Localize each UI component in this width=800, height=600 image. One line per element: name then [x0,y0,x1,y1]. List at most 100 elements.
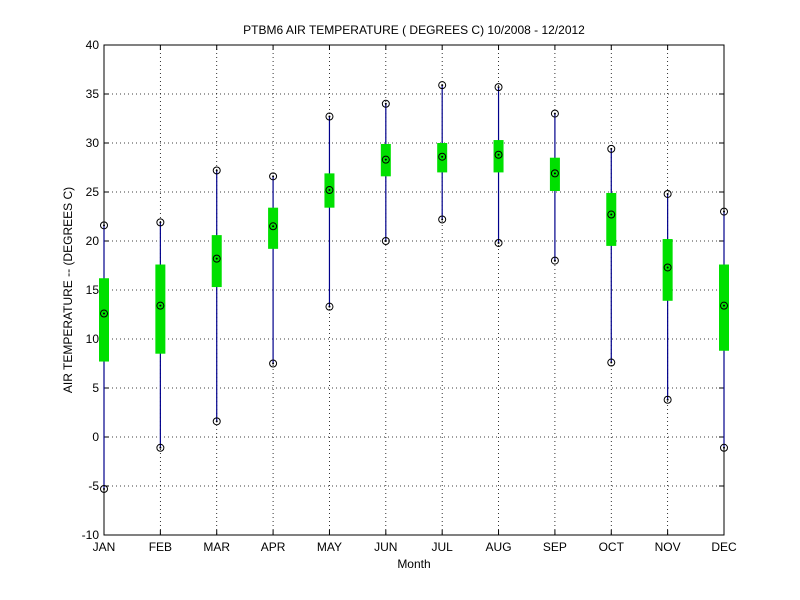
min-marker [100,484,108,493]
x-tick-label: SEP [543,540,567,554]
max-marker [720,207,728,216]
median-marker [325,186,334,195]
x-tick-label: JUL [432,540,454,554]
box-apr [268,172,279,368]
y-tick-label: 15 [86,283,100,297]
x-tick-label: AUG [486,540,512,554]
box-iqr [719,264,729,351]
max-marker [156,218,165,227]
box-aug [493,83,504,247]
max-marker [100,221,108,230]
median-marker-dot [497,153,500,156]
median-marker [663,263,672,272]
min-marker [550,256,559,265]
y-axis-tick-labels: -10 -5 0 5 10 15 20 25 30 35 40 [82,38,100,542]
median-marker [156,301,165,310]
max-marker [381,99,390,108]
median-marker-dot [384,158,387,161]
min-marker [156,443,165,452]
max-marker [663,189,672,198]
max-marker [212,166,221,175]
box-jan [99,221,109,493]
box-jul [437,81,448,224]
x-tick-label: FEB [149,540,172,554]
max-marker-dot [384,102,387,105]
box-feb [155,218,166,452]
median-marker-dot [272,225,275,228]
min-marker [438,215,447,224]
median-marker-dot [666,266,669,269]
median-marker-dot [723,304,725,307]
box-oct [606,144,617,367]
x-tick-label: MAY [317,540,342,554]
chart-title: PTBM6 AIR TEMPERATURE ( DEGREES C) 10/20… [243,23,585,37]
median-marker-dot [441,155,444,158]
min-marker-dot [328,305,331,308]
max-marker [438,81,447,90]
max-marker-dot [103,224,105,227]
box-iqr [99,278,109,362]
y-tick-label: -10 [82,528,100,542]
median-marker [269,222,278,231]
min-marker-dot [723,446,725,449]
max-marker-dot [723,210,725,213]
y-tick-label: 35 [86,87,100,101]
min-marker [494,238,503,247]
max-marker [607,144,616,153]
min-marker-dot [666,398,669,401]
max-marker-dot [159,221,162,224]
min-marker-dot [497,241,500,244]
median-marker-dot [159,304,162,307]
min-marker [212,417,221,426]
y-tick-label: -5 [88,479,99,493]
x-axis-label: Month [397,557,430,571]
median-marker [607,210,616,219]
box-sep [549,109,560,265]
median-marker [381,155,390,164]
max-marker-dot [497,86,500,89]
x-tick-label: NOV [655,540,681,554]
max-marker [325,112,334,121]
box-mar [211,166,222,426]
median-marker-dot [215,257,218,260]
median-marker [438,152,447,161]
box-may [324,112,335,311]
box-iqr [606,192,617,246]
median-marker [720,301,728,310]
min-marker [720,443,728,452]
min-marker-dot [610,361,613,364]
y-tick-label: 5 [92,381,99,395]
x-tick-label: JUN [374,540,397,554]
min-marker-dot [553,259,556,262]
median-marker [212,254,221,263]
box-dec [719,207,729,452]
median-marker-dot [610,213,613,216]
x-tick-label: OCT [599,540,625,554]
max-marker-dot [328,115,331,118]
x-tick-label: MAR [203,540,230,554]
min-marker [663,395,672,404]
max-marker-dot [215,169,218,172]
max-marker [550,109,559,118]
box-jun [380,99,391,245]
box-iqr [211,235,222,288]
box-plot-marks [99,81,729,493]
min-marker [381,237,390,245]
max-marker [269,172,278,181]
min-marker [325,302,334,311]
min-marker-dot [272,362,275,365]
x-tick-label: APR [261,540,286,554]
median-marker [100,309,108,318]
y-tick-label: 10 [86,332,100,346]
max-marker-dot [553,112,556,115]
y-tick-label: 0 [92,430,99,444]
max-marker-dot [272,175,275,178]
min-marker [269,359,278,368]
max-marker-dot [666,192,669,195]
y-axis-label: AIR TEMPERATURE -- (DEGREES C) [61,187,75,393]
box-iqr [268,207,279,249]
x-tick-label: DEC [711,540,737,554]
min-marker [607,358,616,367]
